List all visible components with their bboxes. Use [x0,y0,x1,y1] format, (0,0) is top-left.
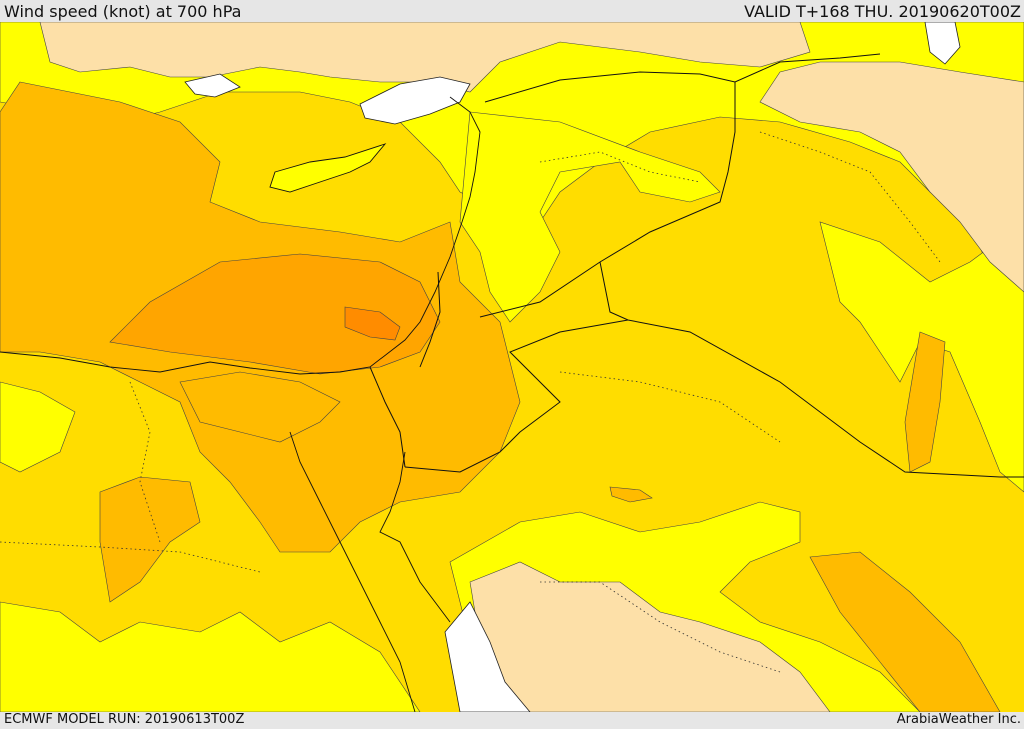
iran-low-area [759,61,1024,293]
east-yellow-band [819,221,1024,493]
west-yellow-patch [0,381,76,473]
gulf-aqaba-coast [379,451,451,623]
arabia-amber-streak [809,551,1001,712]
country-borders [369,53,1024,478]
levant-yellow-band [459,111,721,323]
model-run-label: ECMWF MODEL RUN: 20190613T00Z [4,712,245,727]
east-amber-streak [904,331,946,473]
caspian-white [924,22,961,65]
red-sea-coast [289,431,416,712]
mediterranean-coast [0,96,481,375]
wind-speed-map[interactable] [0,22,1024,712]
credit-label: ArabiaWeather Inc. [896,712,1021,727]
small-amber-cell [609,486,653,503]
peak-dark-orange-cell [344,306,401,341]
iskenderun-white [359,76,471,125]
valid-time: VALID T+168 THU. 20190620T00Z [744,2,1021,21]
map-title: Wind speed (knot) at 700 hPa [4,2,242,21]
west-egypt-amber-cell [99,476,201,603]
admin-boundaries [0,131,941,673]
core-orange-band [109,253,441,375]
sinai-amber-cell [179,371,341,443]
anatolia-low-area [39,22,811,93]
cyprus-island [269,143,387,193]
marmara-sea-white [184,73,241,98]
header-bar: Wind speed (knot) at 700 hPa VALID T+168… [0,0,1024,22]
south-yellow-band [0,601,421,712]
footer-bar: ECMWF MODEL RUN: 20190613T00Z ArabiaWeat… [0,712,1024,729]
red-sea-white [444,601,531,712]
